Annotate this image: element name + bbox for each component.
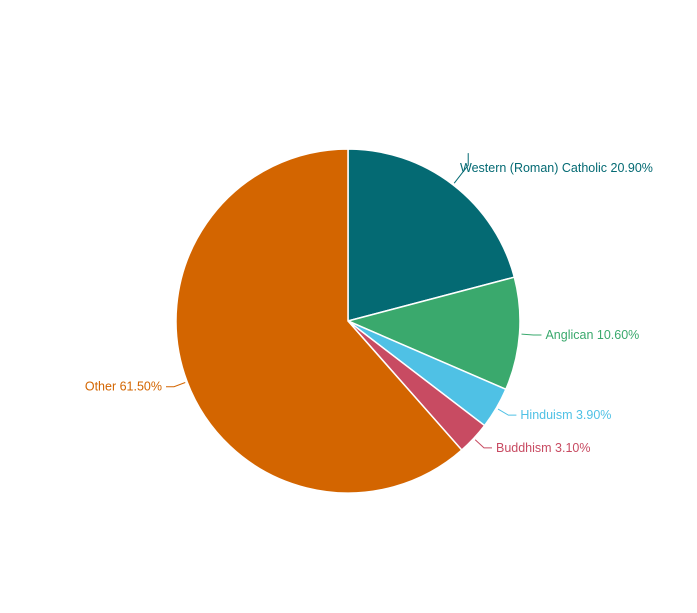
leader-line — [474, 439, 492, 449]
pie-slice-anglican[interactable] — [345, 276, 521, 391]
leader-line — [166, 382, 186, 388]
data-label: Western (Roman) Catholic 20.90% — [460, 161, 653, 175]
leader-line — [521, 333, 542, 336]
pie-slice-other[interactable] — [175, 148, 463, 494]
leader-line — [497, 408, 517, 416]
pie-slice-western-roman-catholic[interactable] — [347, 148, 516, 322]
data-label: Hinduism 3.90% — [520, 408, 611, 422]
data-label: Anglican 10.60% — [545, 328, 639, 342]
leader-line — [453, 153, 469, 184]
data-label: Buddhism 3.10% — [496, 441, 591, 455]
data-label: Other 61.50% — [85, 380, 162, 394]
